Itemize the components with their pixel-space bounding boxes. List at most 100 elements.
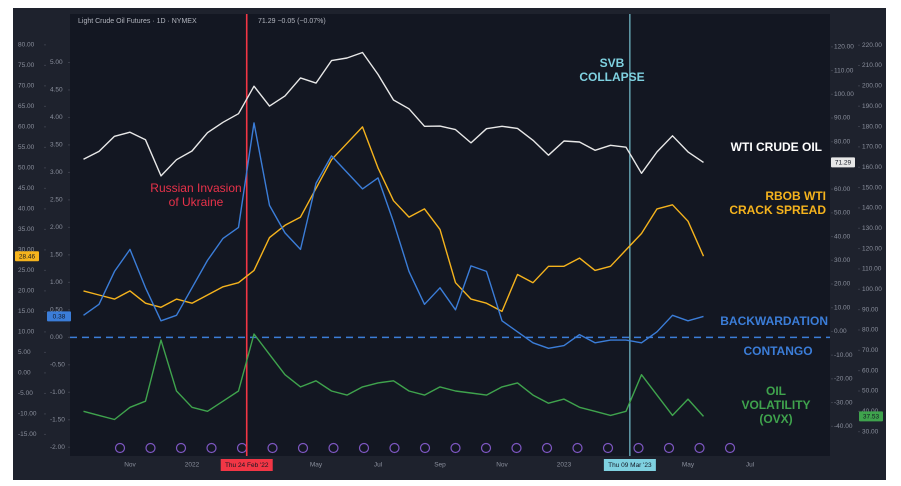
event-icon: [633, 442, 644, 454]
event-icon: [175, 442, 187, 454]
x-tick-label: Nov: [124, 462, 136, 469]
y-tick-label: 170.00: [862, 144, 882, 151]
event-icon: [541, 442, 553, 454]
annotation: SVB: [600, 56, 625, 70]
y-tick-label: 70.00: [862, 347, 879, 354]
y-tick-label: 140.00: [862, 205, 882, 212]
series-line: [83, 333, 705, 421]
y-tick-label: 40.00: [18, 206, 35, 213]
y-tick-label: 0.50: [50, 307, 63, 314]
event-icon: [419, 442, 431, 454]
annotation: BACKWARDATION: [720, 314, 828, 328]
y-tick-label: -10.00: [18, 411, 37, 418]
y-tick-label: 190.00: [862, 103, 882, 110]
y-tick-label: 2.50: [50, 197, 63, 204]
event-icon: [480, 442, 492, 454]
y-tick-label: 150.00: [862, 184, 882, 191]
last-value-label: 37.53: [863, 414, 880, 421]
y-tick-label: 25.00: [18, 267, 35, 274]
y-tick-label: 30.00: [834, 257, 851, 264]
event-icon: [724, 442, 736, 454]
y-tick-label: 200.00: [862, 83, 882, 90]
last-value-tag: [15, 251, 39, 262]
y-tick-label: -0.50: [50, 362, 65, 369]
x-tick-label: Jul: [374, 462, 383, 469]
y-tick-label: 110.00: [834, 67, 854, 74]
y-tick-label: 4.00: [50, 114, 63, 121]
y-tick-label: 120.00: [834, 44, 854, 51]
annotation: CONTANGO: [743, 344, 812, 358]
series-line: [83, 51, 704, 177]
event-label: Thu 24 Feb '22: [225, 462, 269, 469]
event-tag: [603, 459, 656, 471]
event-icon: [450, 442, 461, 454]
last-value-label: 71.29: [835, 160, 852, 167]
event-icon: [663, 442, 675, 454]
last-value-tag: [47, 311, 71, 322]
y-tick-label: 180.00: [862, 123, 882, 130]
price-text: 71.29 −0.05 (−0.07%): [258, 18, 326, 25]
annotation: VOLATILITY: [741, 398, 810, 412]
y-tick-label: 60.00: [834, 186, 851, 193]
y-tick-label: 5.00: [18, 349, 31, 356]
series-line: [83, 122, 704, 349]
y-tick-label: 10.00: [18, 329, 35, 336]
y-tick-label: 2.00: [50, 224, 63, 231]
y-tick-label: 55.00: [18, 144, 35, 151]
y-tick-label: 210.00: [862, 62, 882, 69]
y-tick-label: -5.00: [18, 390, 33, 397]
y-tick-label: 45.00: [18, 185, 35, 192]
y-tick-label: 220.00: [862, 42, 882, 49]
event-icon: [114, 442, 126, 454]
y-tick-label: 3.00: [50, 169, 63, 176]
y-tick-label: 5.00: [50, 59, 63, 66]
x-tick-label: May: [682, 462, 695, 469]
series-line: [83, 126, 705, 313]
y-tick-label: -15.00: [18, 431, 37, 438]
y-tick-label: 30.00: [18, 247, 35, 254]
annotation: CRACK SPREAD: [729, 203, 826, 217]
y-tick-label: 4.50: [50, 87, 63, 94]
event-icon: [358, 442, 370, 454]
annotation: Russian Invasion: [150, 181, 241, 195]
y-tick-label: 100.00: [834, 91, 854, 98]
annotation: (OVX): [759, 412, 792, 426]
y-tick-label: 90.00: [834, 115, 851, 122]
y-tick-label: 3.50: [50, 142, 63, 149]
event-icon: [328, 442, 339, 454]
y-tick-label: 50.00: [862, 388, 879, 395]
event-icon: [694, 442, 705, 454]
y-tick-label: 100.00: [862, 286, 882, 293]
y-tick-label: 0.00: [50, 334, 63, 341]
y-tick-label: 80.00: [862, 327, 879, 334]
y-tick-label: 60.00: [18, 124, 35, 131]
y-tick-label: 35.00: [18, 226, 35, 233]
y-tick-label: 50.00: [834, 210, 851, 217]
annotation: COLLAPSE: [579, 70, 644, 84]
last-value-tag: [831, 157, 855, 168]
event-tag: [220, 459, 273, 471]
y-tick-label: 75.00: [18, 62, 35, 69]
y-tick-label: 20.00: [18, 288, 35, 295]
y-tick-label: 10.00: [834, 304, 851, 311]
y-tick-label: 15.00: [18, 308, 35, 315]
annotation: of Ukraine: [169, 195, 224, 209]
chart-title: Light Crude Oil Futures · 1D · NYMEX: [78, 18, 197, 25]
y-tick-label: 65.00: [18, 103, 35, 110]
event-icon: [389, 442, 400, 454]
annotation: WTI CRUDE OIL: [731, 140, 822, 154]
y-tick-label: 20.00: [834, 281, 851, 288]
event-icon: [602, 442, 614, 454]
last-value-label: 0.38: [53, 314, 66, 321]
event-icon: [297, 442, 309, 454]
y-tick-label: 110.00: [862, 266, 882, 273]
x-tick-label: May: [310, 462, 323, 469]
y-tick-label: 70.00: [18, 83, 35, 90]
event-icon: [572, 442, 583, 454]
y-tick-label: -10.00: [834, 352, 853, 359]
last-value-tag: [859, 411, 883, 422]
y-tick-label: -40.00: [834, 423, 853, 430]
y-tick-label: -20.00: [834, 376, 853, 383]
event-icon: [267, 442, 278, 454]
